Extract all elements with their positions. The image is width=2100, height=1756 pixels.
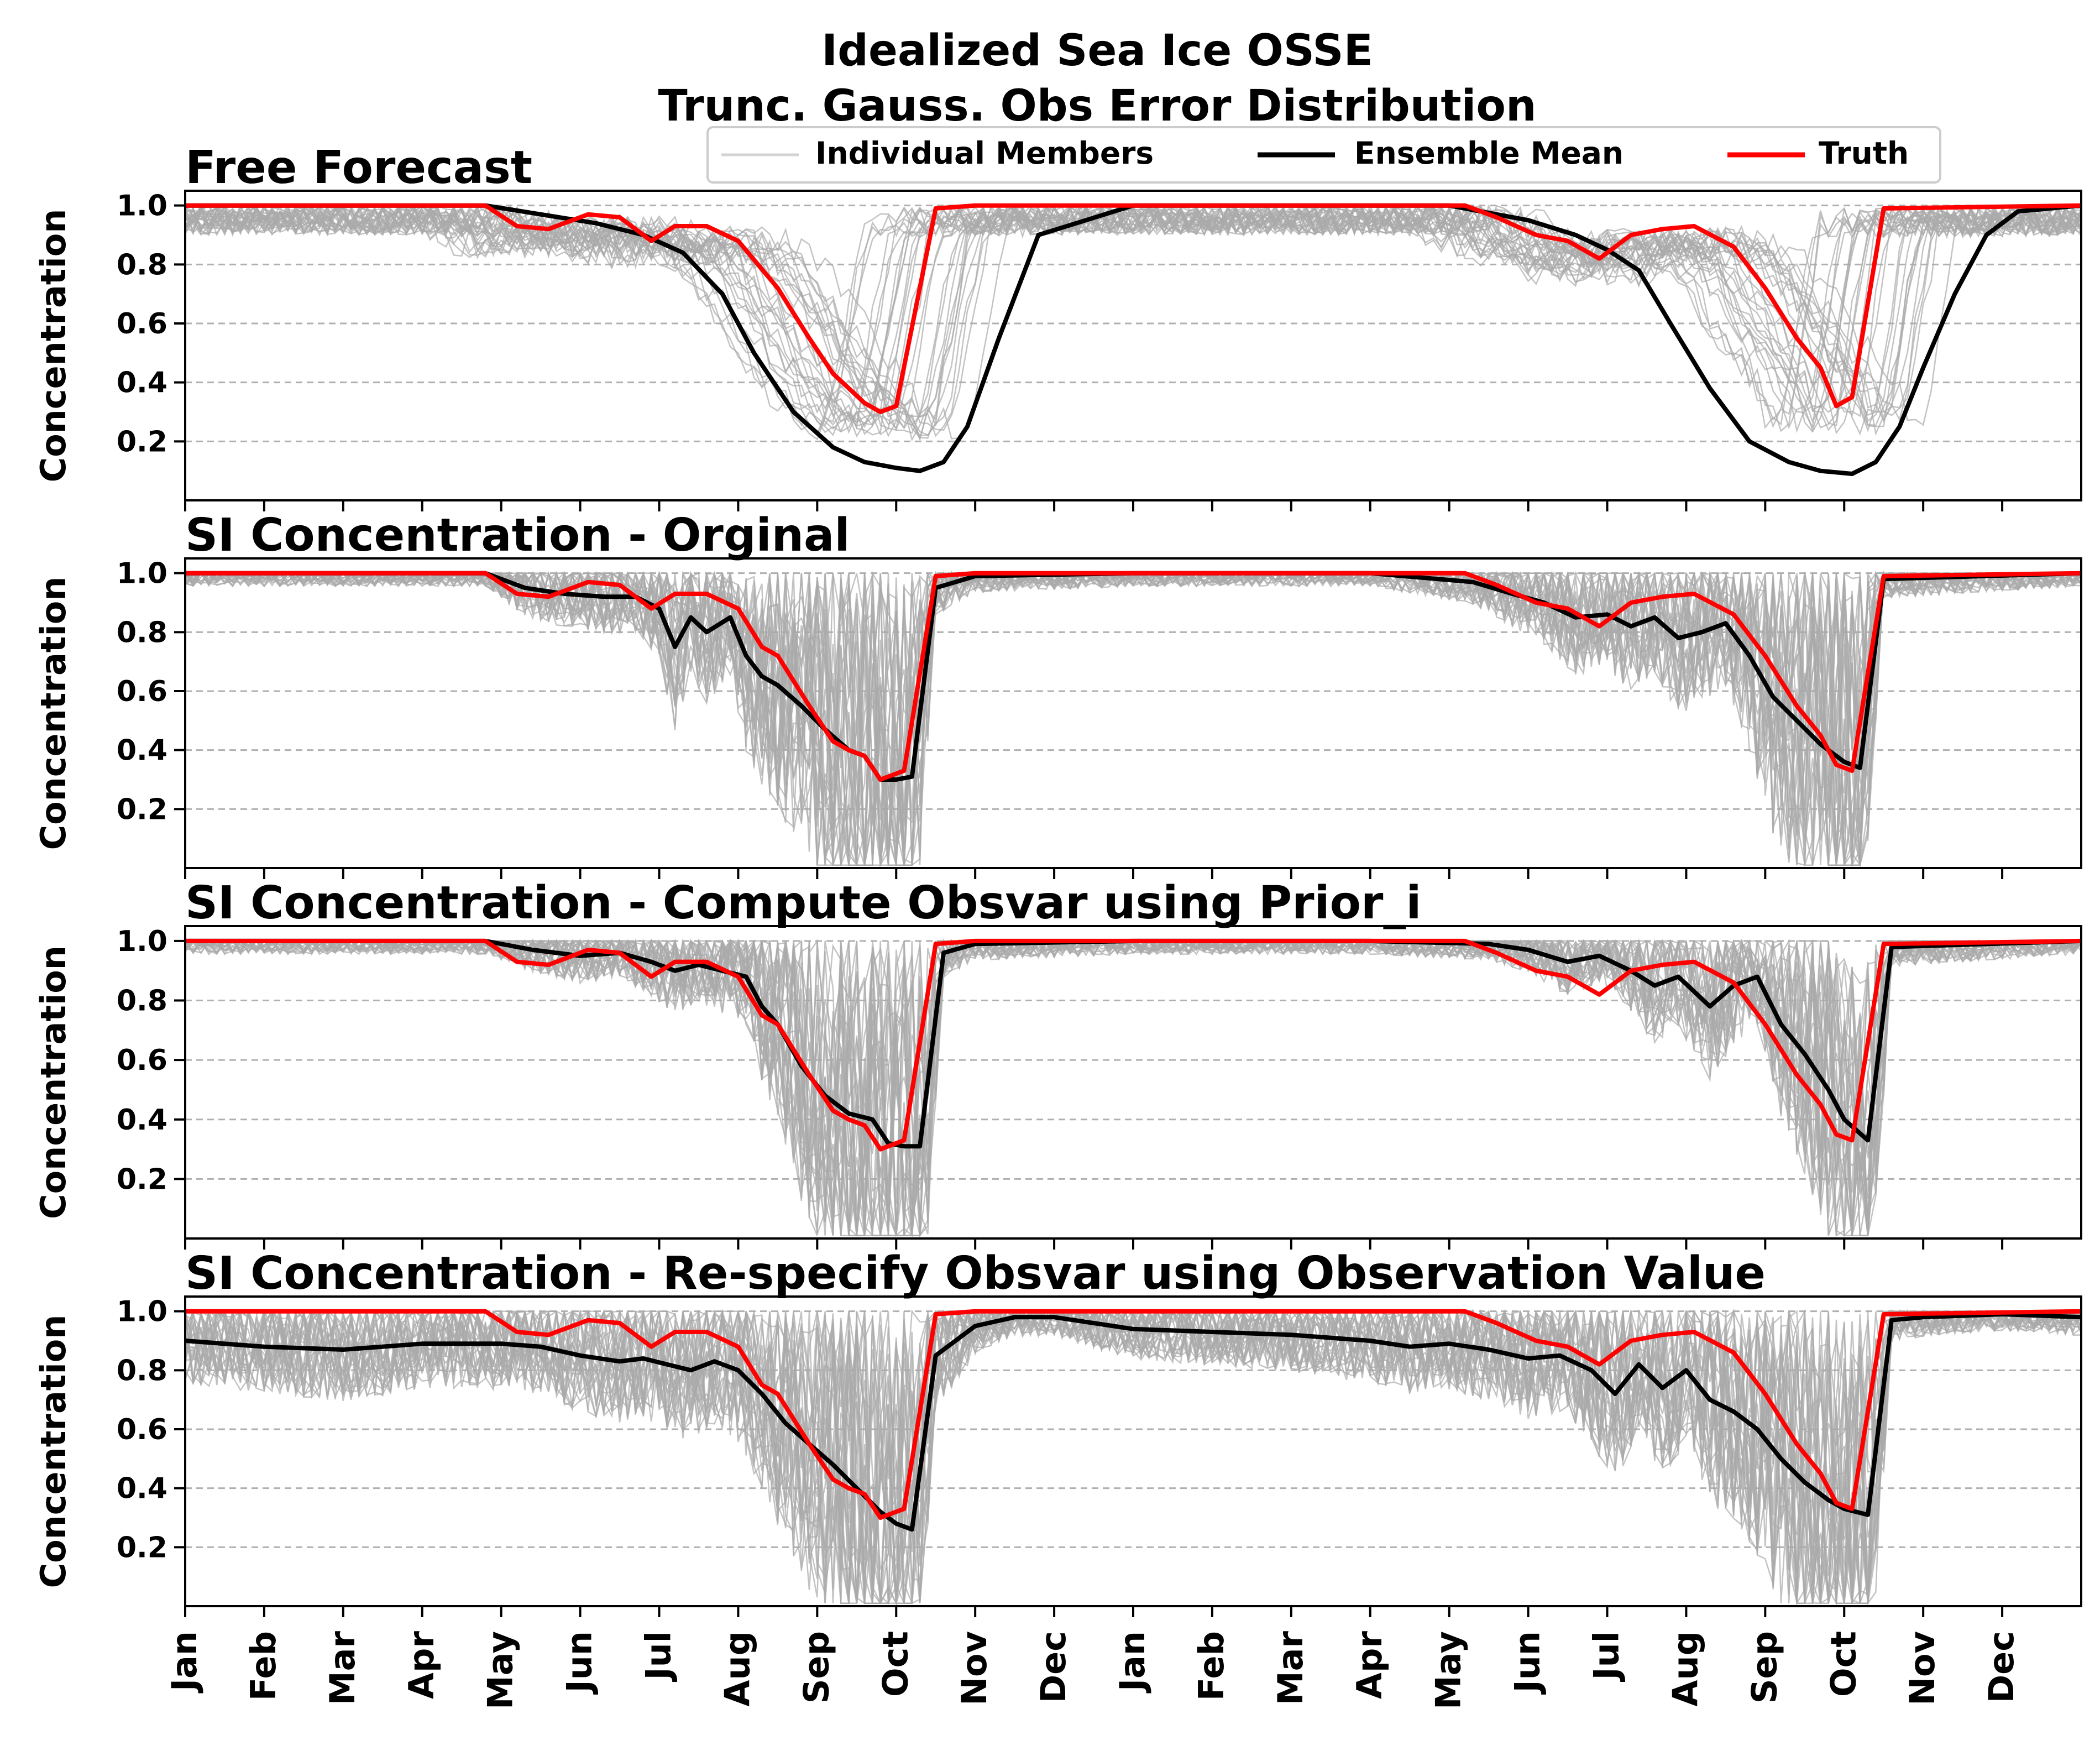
y-tick-label: 0.6: [117, 1044, 167, 1077]
plot-area: [185, 926, 2081, 1238]
truth-line: [185, 938, 2082, 1152]
truth-line: [185, 1309, 2082, 1520]
x-tick-label: Sep: [1744, 1631, 1784, 1703]
x-tick-label: Oct: [875, 1631, 915, 1697]
x-tick-label: Aug: [717, 1631, 757, 1707]
y-tick-label: 0.2: [117, 425, 167, 458]
y-tick-label: 0.2: [117, 1163, 167, 1196]
y-tick-label: 0.2: [117, 793, 167, 826]
x-tick-label: May: [480, 1631, 521, 1710]
member-line: [184, 1308, 2082, 1605]
panel-title: Free Forecast: [185, 142, 532, 194]
y-axis-label: Concentration: [33, 945, 74, 1219]
member-line: [184, 1309, 2082, 1604]
x-tick-label: Apr: [401, 1631, 442, 1699]
panel-original: 0.2 0.4 0.6 0.8 1.0 SI Concentration - Orgina…: [33, 509, 2082, 879]
x-tick-label: Dec: [1033, 1631, 1073, 1703]
panel-compute-obsvar: 0.2 0.4 0.6 0.8 1.0 SI Concentration - Comput…: [33, 877, 2082, 1250]
y-tick-label: 0.4: [117, 367, 167, 400]
x-tick-label: Apr: [1349, 1631, 1390, 1699]
figure-title-line1: Idealized Sea Ice OSSE: [821, 26, 1373, 76]
x-tick-label: Nov: [954, 1631, 994, 1706]
x-tick-label: May: [1428, 1631, 1469, 1710]
ensemble-mean-line: [185, 938, 2082, 1149]
member-line: [184, 1309, 2081, 1604]
y-tick-label: 1.0: [117, 925, 167, 958]
figure-title-line2: Trunc. Gauss. Obs Error Distribution: [658, 81, 1536, 131]
x-tick-label: Aug: [1665, 1631, 1705, 1707]
truth-line: [185, 571, 2082, 782]
x-tick-label: Sep: [796, 1631, 836, 1703]
panel-title: SI Concentration - Orginal: [185, 509, 850, 562]
y-axis-label: Concentration: [33, 209, 74, 483]
x-tick-label: Jan: [1112, 1631, 1153, 1694]
x-tick-label: Oct: [1823, 1631, 1863, 1697]
y-tick-label: 0.4: [117, 734, 167, 767]
y-tick-label: 0.8: [117, 1354, 167, 1387]
member-line: [184, 571, 2082, 867]
member-line: [185, 204, 2082, 436]
y-tick-label: 0.6: [117, 1413, 167, 1446]
x-tick-label: Nov: [1902, 1631, 1942, 1706]
panel-title: SI Concentration - Compute Obsvar using …: [185, 877, 1422, 929]
y-tick-label: 0.8: [117, 248, 167, 281]
truth-line: [185, 203, 2082, 414]
panel-free-forecast: 0.2 0.4 0.6 0.8 1.0 Free Forecast Concentratio…: [33, 142, 2082, 511]
y-tick-label: 0.4: [117, 1104, 167, 1137]
member-line: [185, 205, 2082, 436]
legend-mean-label: Ensemble Mean: [1354, 135, 1624, 171]
x-tick-label: Jul: [1586, 1631, 1627, 1682]
y-tick-label: 1.0: [117, 1295, 167, 1329]
x-tick-label: Dec: [1981, 1631, 2022, 1703]
legend-members-label: Individual Members: [815, 135, 1154, 171]
y-tick-label: 0.4: [117, 1472, 167, 1506]
x-tick-label: Feb: [243, 1631, 284, 1701]
x-axis: Jan Feb Mar Apr May Jun Jul Aug Sep Oct Nov Dec Jan F…: [164, 1631, 2022, 1710]
y-axis-label: Concentration: [33, 577, 74, 850]
member-line: [184, 1308, 2082, 1604]
y-tick-label: 1.0: [117, 190, 167, 223]
member-line: [185, 204, 2082, 432]
y-tick-label: 1.0: [117, 557, 167, 590]
y-tick-label: 0.6: [117, 675, 167, 708]
y-axis-label: Concentration: [33, 1315, 74, 1588]
x-tick-label: Feb: [1191, 1631, 1232, 1701]
x-tick-label: Jun: [1507, 1631, 1548, 1695]
x-tick-label: Jun: [559, 1631, 600, 1695]
y-tick-label: 0.2: [117, 1531, 167, 1564]
panel-title: SI Concentration - Re-specify Obsvar usi…: [185, 1247, 1766, 1300]
x-tick-label: Jul: [638, 1631, 679, 1682]
panel-respecify-obsvar: 0.2 0.4 0.6 0.8 1.0 SI Concentration - Re-spe…: [33, 1247, 2082, 1617]
y-tick-label: 0.8: [117, 616, 167, 649]
member-line: [185, 1309, 2082, 1606]
x-tick-label: Mar: [1270, 1631, 1311, 1706]
y-tick-label: 0.8: [117, 985, 167, 1018]
legend: Individual Members Ensemble Mean Truth: [706, 126, 1941, 184]
x-tick-label: Jan: [164, 1631, 205, 1694]
x-tick-label: Mar: [322, 1631, 363, 1706]
y-tick-label: 0.6: [117, 307, 167, 341]
ensemble-mean-line: [185, 1312, 2082, 1532]
member-line: [184, 1309, 2081, 1604]
legend-truth-label: Truth: [1819, 135, 1909, 171]
